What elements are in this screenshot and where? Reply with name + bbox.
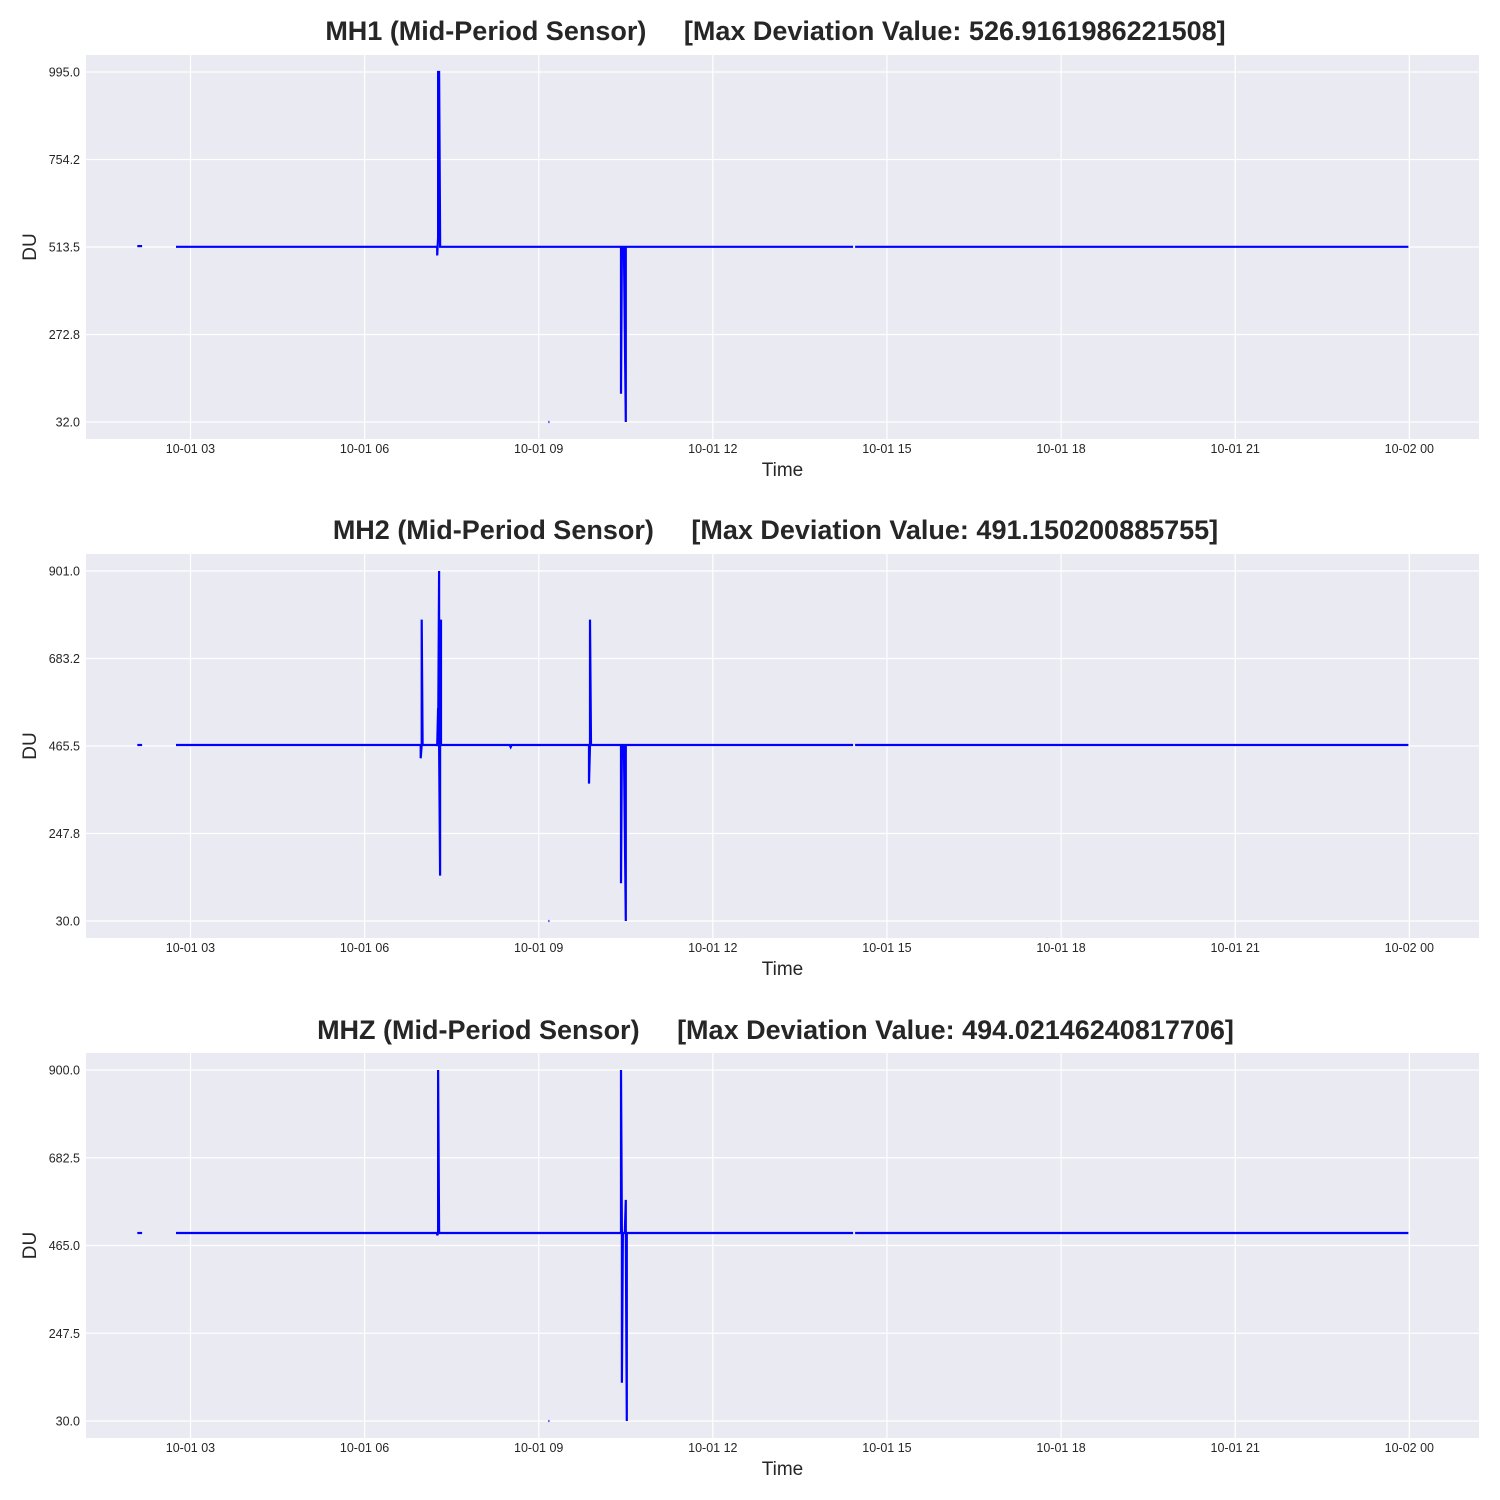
x-tick-label: 10-01 15 [862,1441,911,1455]
chart-title: MHZ (Mid-Period Sensor) [Max Deviation V… [317,1015,1234,1045]
y-tick-label: 513.5 [49,241,80,255]
y-tick-label: 995.0 [49,66,80,80]
panel-1: 32.0 272.8 513.5 754.2 995.0 10-01 03 10-01 06… [20,16,1479,481]
x-tick-label: 10-01 21 [1211,941,1260,955]
x-tick-label: 10-01 12 [688,1441,737,1455]
y-tick-label: 465.0 [49,1239,80,1253]
x-tick-label: 10-01 12 [688,941,737,955]
y-tick-label: 682.5 [49,1151,80,1165]
chart-title: MH2 (Mid-Period Sensor) [Max Deviation V… [333,515,1218,545]
y-tick-label: 465.5 [49,740,80,754]
x-tick-label: 10-01 15 [862,442,911,456]
x-tick-label: 10-02 00 [1385,442,1434,456]
series-line-segment [176,570,854,922]
y-axis-label: DU [20,233,41,260]
y-tick-label: 683.2 [49,652,80,666]
x-tick-label: 10-01 09 [514,1441,563,1455]
panel-3: 30.0 247.5 465.0 682.5 900.0 10-01 03 10-01 06… [20,1015,1479,1480]
x-tick-label: 10-02 00 [1385,941,1434,955]
y-tick-label: 247.8 [49,827,80,841]
y-tick-label: 32.0 [56,416,80,430]
series-line-segment [176,70,854,423]
y-tick-label: 754.2 [49,153,80,167]
x-axis-label: Time [762,1459,804,1480]
x-tick-label: 10-01 21 [1211,442,1260,456]
x-tick-label: 10-01 21 [1211,1441,1260,1455]
x-tick-label: 10-01 06 [340,442,389,456]
y-axis-label: DU [20,1232,41,1259]
x-tick-label: 10-02 00 [1385,1441,1434,1455]
series-line-segment [176,1069,854,1422]
chart-title: MH1 (Mid-Period Sensor) [Max Deviation V… [325,16,1225,46]
x-tick-label: 10-01 18 [1036,442,1085,456]
x-tick-label: 10-01 06 [340,1441,389,1455]
y-tick-label: 901.0 [49,565,80,579]
x-tick-label: 10-01 12 [688,442,737,456]
x-tick-label: 10-01 06 [340,941,389,955]
x-tick-label: 10-01 03 [166,941,215,955]
y-tick-label: 272.8 [49,328,80,342]
y-tick-label: 30.0 [56,1415,80,1429]
y-tick-label: 900.0 [49,1064,80,1078]
x-tick-label: 10-01 18 [1036,1441,1085,1455]
y-tick-label: 247.5 [49,1327,80,1341]
y-tick-label: 30.0 [56,915,80,929]
panel-2: 30.0 247.8 465.5 683.2 901.0 10-01 03 10-01 06… [20,515,1479,980]
x-tick-label: 10-01 03 [166,442,215,456]
x-tick-label: 10-01 09 [514,442,563,456]
x-tick-label: 10-01 09 [514,941,563,955]
x-tick-label: 10-01 15 [862,941,911,955]
x-axis-label: Time [762,460,804,481]
x-tick-label: 10-01 03 [166,1441,215,1455]
x-tick-label: 10-01 18 [1036,941,1085,955]
x-axis-label: Time [762,959,804,980]
y-axis-label: DU [20,732,41,759]
